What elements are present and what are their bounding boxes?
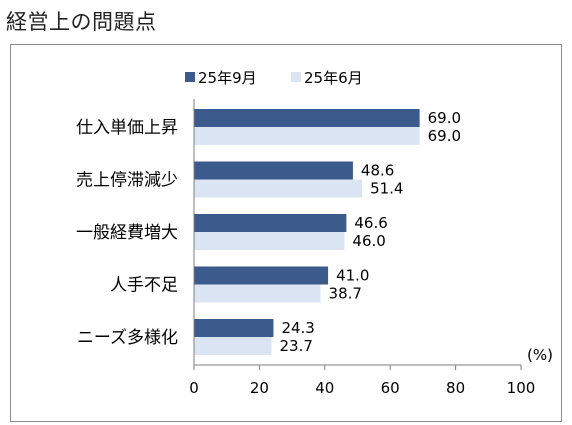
page-title: 経営上の問題点: [6, 10, 157, 34]
data-label-series-1: 48.6: [361, 162, 394, 180]
bar-series-2: [194, 232, 345, 250]
bar-series-1: [194, 319, 274, 337]
x-tick-label: 20: [250, 379, 269, 397]
x-tick-label: 40: [315, 379, 334, 397]
legend-label-series-1: 25年9月: [198, 69, 257, 87]
bar-series-1: [194, 161, 353, 180]
category-label: 人手不足: [110, 276, 178, 296]
bar-series-2: [194, 179, 363, 198]
unit-label: (%): [527, 346, 553, 364]
x-tick-label: 60: [381, 379, 400, 397]
data-label-series-2: 23.7: [279, 337, 312, 355]
data-label-series-1: 41.0: [336, 267, 369, 285]
data-label-series-1: 24.3: [281, 319, 314, 337]
bar-series-1: [194, 214, 347, 232]
x-tick-label: 100: [507, 379, 536, 397]
data-label-series-2: 69.0: [428, 127, 461, 145]
data-label-series-1: 69.0: [428, 109, 461, 127]
chart-frame: [10, 44, 562, 422]
category-label: 一般経費増大: [76, 223, 178, 243]
category-label: 売上停滞減少: [76, 171, 178, 191]
data-label-series-2: 38.7: [329, 285, 362, 303]
bar-series-1: [194, 109, 420, 127]
data-label-series-2: 51.4: [370, 180, 403, 198]
bar-series-2: [194, 127, 420, 145]
data-label-series-1: 46.6: [354, 214, 387, 232]
bar-series-1: [194, 266, 329, 285]
data-label-series-2: 46.0: [352, 232, 385, 250]
legend-label-series-2: 25年6月: [304, 69, 363, 87]
category-label: 仕入単価上昇: [76, 118, 178, 138]
bar-series-2: [194, 284, 321, 303]
bar-series-2: [194, 337, 272, 355]
category-label: ニーズ多様化: [77, 328, 178, 348]
legend-swatch-series-1: [185, 72, 195, 82]
x-tick-label: 0: [189, 379, 199, 397]
legend-swatch-series-2: [291, 72, 301, 82]
x-tick-label: 80: [446, 379, 465, 397]
